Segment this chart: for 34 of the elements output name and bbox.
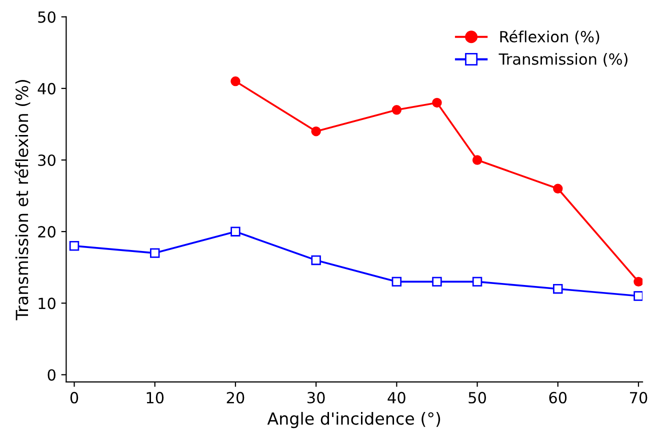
x-tick-label: 70 [630,392,648,404]
x-tick-label: 60 [549,392,567,404]
point [472,276,482,287]
legend-label: Transmission (%) [498,53,628,67]
x-tick-label: 20 [226,392,244,404]
y-tick-label: 30 [38,154,56,166]
y-tick-label: 50 [38,11,56,23]
x-tick-label: 40 [388,392,406,404]
y-tick-label: 0 [48,369,56,381]
x-tick-label: 10 [146,392,164,404]
point [634,291,643,301]
point [392,105,402,115]
x-tick-label: 50 [468,392,486,404]
point [311,126,321,136]
point [432,276,442,287]
point [392,276,402,287]
x-tick-label: 30 [308,392,325,404]
point [432,98,442,108]
x-tick-label: 0 [70,392,78,404]
point [472,155,482,165]
point [311,255,321,266]
point [553,284,563,294]
y-tick-label: 20 [38,226,56,238]
x-axis-title: Angle d'incidence (°) [267,412,440,428]
point [150,248,160,258]
point [69,241,80,251]
point [230,226,240,236]
point [230,76,240,86]
legend-label: Réflexion (%) [500,30,600,44]
point [553,184,563,194]
y-tick-label: 10 [38,298,56,310]
y-tick-label: 40 [38,82,56,94]
point [634,276,643,287]
y-axis-title: Transmission et réflexion (%) [14,80,30,320]
